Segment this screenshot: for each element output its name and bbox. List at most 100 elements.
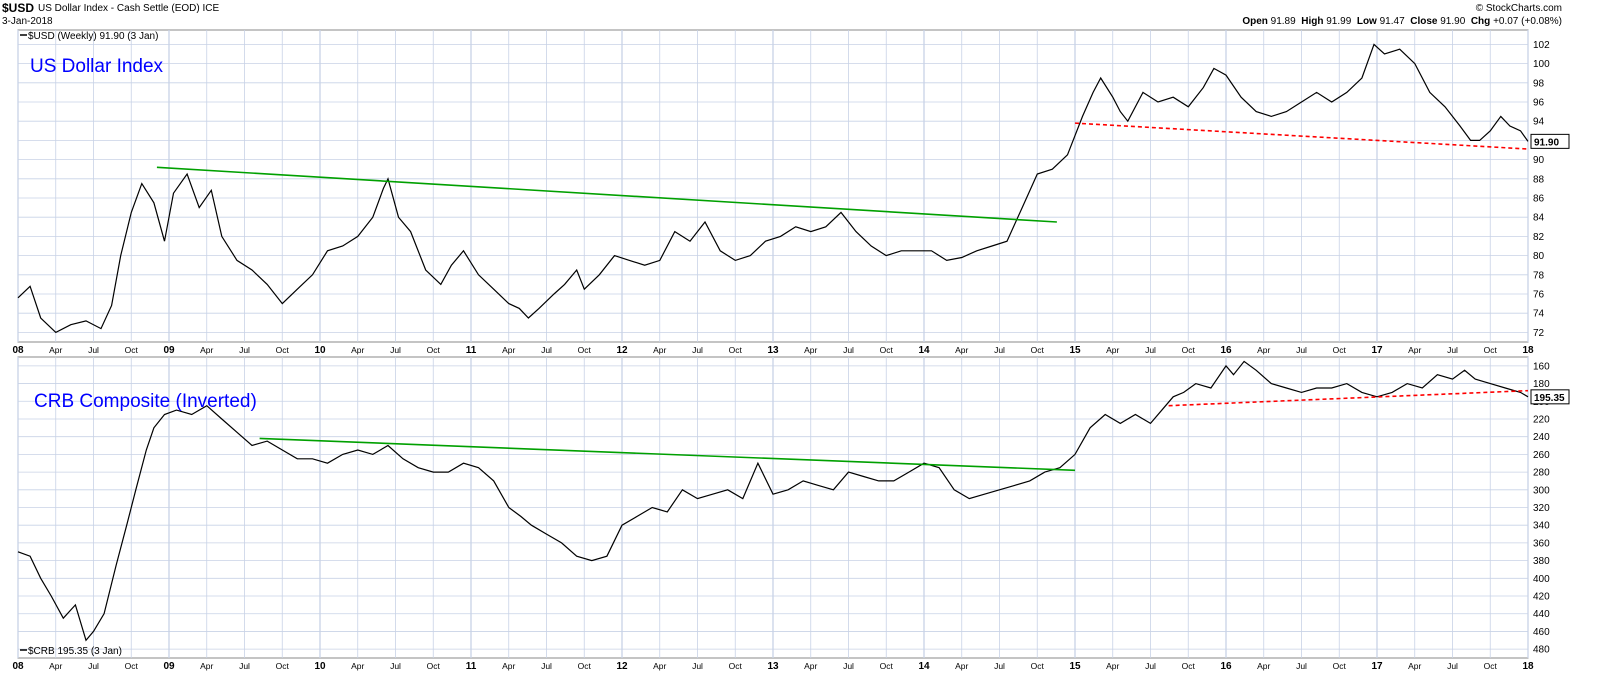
x-tick-label: Jul: [1145, 661, 1156, 671]
chart-header: $USD US Dollar Index - Cash Settle (EOD)…: [0, 0, 1600, 30]
x-tick-label: Apr: [1106, 661, 1119, 671]
price-line: [17, 360, 1529, 642]
x-tick-label: Apr: [351, 661, 364, 671]
x-tick-label: Oct: [1182, 345, 1196, 355]
x-tick-label: Apr: [1257, 345, 1270, 355]
x-tick-label: Oct: [276, 345, 290, 355]
x-tick-label: Jul: [692, 345, 703, 355]
y-tick-label: 94: [1533, 117, 1545, 128]
x-tick-label: Oct: [729, 345, 743, 355]
x-tick-label: Oct: [1333, 345, 1347, 355]
panel-title: US Dollar Index: [30, 56, 164, 77]
y-tick-label: 320: [1533, 503, 1550, 514]
chg-value: +0.07 (+0.08%): [1493, 16, 1562, 27]
y-tick-label: 380: [1533, 556, 1550, 567]
y-tick-label: 300: [1533, 485, 1550, 496]
y-tick-label: 86: [1533, 194, 1545, 205]
x-tick-label: Jul: [541, 661, 552, 671]
x-tick-label: Jul: [843, 661, 854, 671]
low-label: Low: [1356, 16, 1377, 27]
x-tick-label: 11: [466, 661, 477, 672]
x-tick-label: Oct: [1333, 661, 1347, 671]
panel-1: 7274767880828486889092949698100102US Dol…: [12, 29, 1570, 356]
x-tick-label: 14: [918, 661, 930, 672]
x-tick-label: Jul: [390, 661, 401, 671]
x-tick-label: 09: [163, 661, 175, 672]
support-line-dashed: [1074, 122, 1529, 150]
x-tick-label: 12: [616, 661, 628, 672]
x-tick-label: Oct: [1182, 661, 1196, 671]
x-tick-label: Oct: [1484, 345, 1498, 355]
y-tick-label: 440: [1533, 609, 1550, 620]
y-tick-label: 88: [1533, 174, 1545, 185]
x-tick-label: Jul: [88, 661, 99, 671]
x-tick-label: Apr: [200, 661, 213, 671]
x-tick-label: Jul: [239, 661, 250, 671]
series-legend: $USD (Weekly) 91.90 (3 Jan): [28, 31, 158, 42]
security-description: US Dollar Index - Cash Settle (EOD) ICE: [38, 3, 220, 14]
x-tick-label: 13: [767, 345, 779, 356]
x-tick-label: Apr: [351, 345, 364, 355]
y-tick-label: 100: [1533, 59, 1550, 70]
x-tick-label: 17: [1371, 661, 1383, 672]
y-tick-label: 90: [1533, 155, 1545, 166]
x-tick-label: Jul: [541, 345, 552, 355]
open-value: 91.89: [1270, 16, 1296, 27]
last-value-label: 91.90: [1534, 137, 1559, 148]
x-tick-label: Oct: [276, 661, 290, 671]
x-tick-label: Jul: [994, 345, 1005, 355]
x-tick-label: Jul: [843, 345, 854, 355]
chart-date: 3-Jan-2018: [2, 16, 53, 27]
trendline-green: [259, 437, 1076, 472]
x-tick-label: 17: [1371, 345, 1383, 356]
chg-label: Chg: [1470, 16, 1491, 27]
x-tick-label: Jul: [1447, 345, 1458, 355]
x-tick-label: Oct: [1031, 661, 1045, 671]
y-tick-label: 400: [1533, 574, 1550, 585]
high-label: High: [1301, 16, 1324, 27]
last-value-box: [1530, 389, 1570, 405]
x-tick-label: 11: [466, 345, 477, 356]
x-tick-label: Oct: [578, 345, 592, 355]
y-tick-label: 460: [1533, 627, 1550, 638]
high-value: 91.99: [1326, 16, 1352, 27]
y-tick-label: 80: [1533, 251, 1545, 262]
panel-2: 1601802002202402602803003203403603804004…: [12, 356, 1570, 672]
y-tick-label: 260: [1533, 450, 1550, 461]
x-tick-label: 12: [616, 345, 628, 356]
y-tick-label: 96: [1533, 98, 1545, 109]
x-tick-label: Apr: [200, 345, 213, 355]
x-tick-label: 08: [12, 345, 24, 356]
x-tick-label: Apr: [653, 661, 666, 671]
x-tick-label: Oct: [729, 661, 743, 671]
y-tick-label: 84: [1533, 213, 1545, 224]
x-tick-label: Oct: [427, 661, 441, 671]
x-tick-label: Oct: [880, 345, 894, 355]
y-tick-label: 160: [1533, 361, 1550, 372]
y-tick-label: 72: [1533, 328, 1545, 339]
x-tick-label: 09: [163, 345, 175, 356]
x-tick-label: 18: [1522, 345, 1534, 356]
last-value-box: [1530, 133, 1570, 149]
x-tick-label: Apr: [955, 661, 968, 671]
last-value-label: 195.35: [1534, 393, 1565, 404]
quote-summary: Open 91.89 High 91.99 Low 91.47 Close 91…: [1242, 16, 1562, 27]
x-tick-label: Oct: [1484, 661, 1498, 671]
y-tick-label: 76: [1533, 290, 1545, 301]
x-tick-label: Apr: [1408, 661, 1421, 671]
x-tick-label: Oct: [880, 661, 894, 671]
price-line: [17, 43, 1529, 334]
x-tick-label: 14: [918, 345, 930, 356]
close-label: Close: [1410, 16, 1438, 27]
x-tick-label: Oct: [125, 661, 139, 671]
panel-title: CRB Composite (Inverted): [34, 391, 257, 412]
y-tick-label: 74: [1533, 309, 1545, 320]
open-label: Open: [1242, 16, 1268, 27]
copyright-notice: © StockCharts.com: [1475, 3, 1562, 14]
y-tick-label: 240: [1533, 432, 1550, 443]
x-tick-label: 10: [314, 661, 326, 672]
x-tick-label: Jul: [1145, 345, 1156, 355]
x-tick-label: Oct: [125, 345, 139, 355]
x-tick-label: Apr: [1257, 661, 1270, 671]
